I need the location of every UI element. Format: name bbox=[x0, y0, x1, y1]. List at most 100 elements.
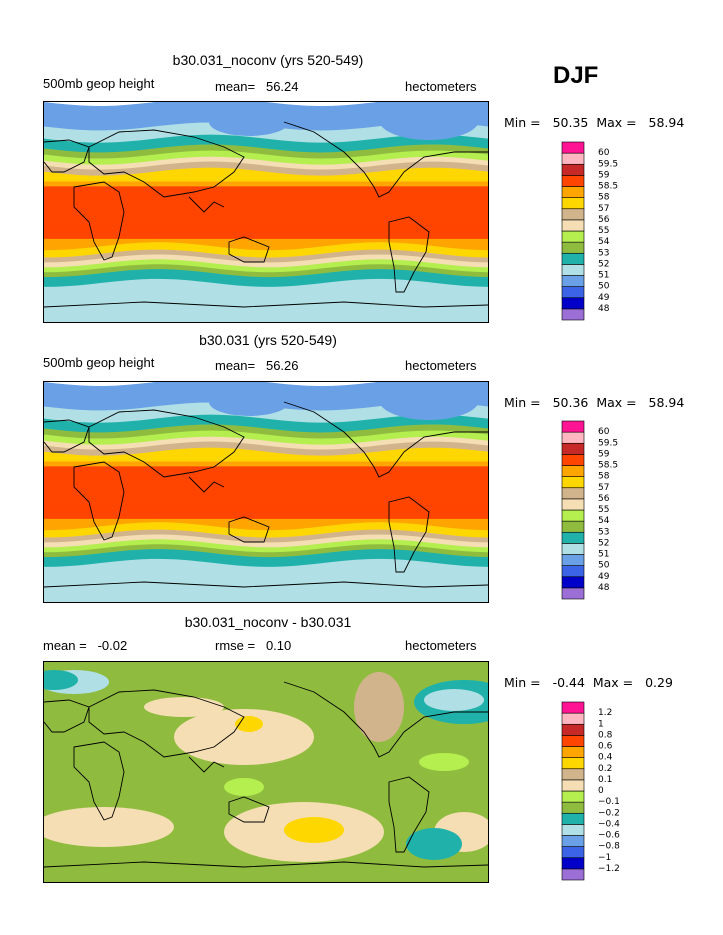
colorbar-swatch bbox=[561, 141, 585, 154]
colorbar-tick-label: 49 bbox=[598, 572, 610, 582]
coastline bbox=[283, 401, 488, 478]
colorbar-swatch bbox=[561, 186, 585, 198]
colorbar-tick-label: 0 bbox=[598, 786, 604, 796]
colorbar-tick-label: 58 bbox=[598, 472, 610, 482]
panel1-left-label: 500mb geop height bbox=[43, 76, 155, 91]
panel2-left-label: 500mb geop height bbox=[43, 355, 155, 370]
colorbar-swatch bbox=[561, 241, 585, 254]
colorbar-tick-label: −0.2 bbox=[598, 808, 620, 818]
colorbar-swatch bbox=[561, 252, 585, 265]
panel1-min-value: 50.35 bbox=[552, 115, 589, 130]
colorbar-swatch bbox=[561, 442, 585, 455]
colorbar-tick-label: 56 bbox=[598, 494, 610, 504]
coastline bbox=[44, 699, 90, 733]
contour-blob bbox=[144, 697, 224, 717]
colorbar-swatch bbox=[561, 152, 585, 165]
coastline bbox=[188, 756, 225, 773]
colorbar-swatch bbox=[561, 746, 585, 758]
colorbar-tick-label: −0.6 bbox=[598, 831, 620, 841]
colorbar-swatch bbox=[561, 476, 585, 489]
colorbar-tick-label: 56 bbox=[598, 215, 610, 225]
colorbar-swatch bbox=[561, 790, 585, 803]
colorbar-tick-label: 57 bbox=[598, 483, 609, 493]
colorbar-swatch bbox=[561, 509, 585, 522]
colorbar-swatch bbox=[561, 723, 585, 736]
coastline bbox=[88, 409, 245, 478]
coastline bbox=[44, 301, 488, 308]
colorbar-tick-label: 57 bbox=[598, 204, 609, 214]
panel1-max-label: Max = bbox=[596, 115, 637, 130]
colorbar-swatch bbox=[561, 857, 585, 870]
colorbar-tick-label: 51 bbox=[598, 550, 609, 560]
contour-blob bbox=[406, 828, 462, 860]
colorbar-tick-label: −1.2 bbox=[598, 864, 620, 874]
coastline bbox=[388, 496, 430, 573]
colorbar-swatch bbox=[561, 520, 585, 533]
colorbar-tick-label: 48 bbox=[598, 304, 610, 314]
coastline bbox=[88, 689, 245, 758]
colorbar-tick-label: 60 bbox=[598, 148, 610, 158]
colorbar-swatch bbox=[561, 208, 585, 221]
colorbar-swatch bbox=[561, 487, 585, 500]
colorbar-tick-label: 59.5 bbox=[598, 438, 618, 448]
panel2-title: b30.031 (yrs 520-549) bbox=[199, 332, 337, 348]
colorbar-swatch bbox=[561, 846, 585, 859]
colorbar-swatch bbox=[561, 812, 585, 825]
panel2-min-value: 50.36 bbox=[552, 395, 589, 410]
coastline bbox=[283, 121, 488, 198]
coastline bbox=[73, 461, 125, 541]
colorbar-tick-label: 50 bbox=[598, 282, 610, 292]
colorbar-tick-label: 53 bbox=[598, 527, 609, 537]
panel3-map bbox=[43, 661, 489, 883]
colorbar-swatch bbox=[561, 543, 585, 555]
contour-blob bbox=[424, 689, 484, 711]
panel3-mean: mean = -0.02 bbox=[43, 638, 127, 653]
season-label: DJF bbox=[553, 62, 599, 89]
panel3-min-label: Min = bbox=[504, 675, 541, 690]
colorbar-swatch bbox=[561, 175, 585, 187]
colorbar-swatch bbox=[561, 431, 585, 444]
panel3-max-value: 0.29 bbox=[645, 675, 673, 690]
panel1-mean: mean= 56.24 bbox=[215, 79, 299, 94]
coastline bbox=[188, 196, 225, 213]
colorbar-tick-label: 60 bbox=[598, 427, 610, 437]
colorbar-swatch bbox=[561, 587, 585, 600]
colorbar-tick-label: 58.5 bbox=[598, 461, 618, 471]
colorbar-swatch bbox=[561, 576, 585, 589]
panel3-minmax: Min = -0.44 Max = 0.29 bbox=[504, 675, 673, 690]
colorbar-swatch bbox=[561, 701, 585, 714]
panel1-max-value: 58.94 bbox=[648, 115, 685, 130]
panel1-units: hectometers bbox=[405, 79, 477, 94]
panel2-minmax: Min = 50.36 Max = 58.94 bbox=[504, 395, 684, 410]
colorbar-swatch bbox=[561, 197, 585, 210]
panel3-colorbar: −1.2−1−0.8−0.6 −0.4−0.2−0.100.10.20.40.6 0… bbox=[561, 701, 620, 881]
panel1-mean-value: 56.24 bbox=[265, 79, 299, 94]
colorbar-tick-label: −0.8 bbox=[598, 842, 620, 852]
panel3-mean-label: mean = bbox=[43, 638, 87, 653]
panel2-max-value: 58.94 bbox=[648, 395, 685, 410]
coastline bbox=[188, 476, 225, 493]
colorbar-tick-label: 50 bbox=[598, 561, 610, 571]
colorbar-swatch bbox=[561, 308, 585, 321]
coastline bbox=[388, 776, 430, 853]
colorbar-tick-label: 54 bbox=[598, 237, 610, 247]
panel3-mean-value: -0.02 bbox=[97, 638, 128, 653]
colorbar-tick-label: 59.5 bbox=[598, 159, 618, 169]
colorbar-tick-label: 1 bbox=[598, 719, 604, 729]
colorbar-tick-label: 55 bbox=[598, 505, 609, 515]
colorbar-tick-label: 58.5 bbox=[598, 182, 618, 192]
colorbar-tick-label: 59 bbox=[598, 449, 610, 459]
panel2-map bbox=[43, 381, 489, 603]
colorbar-tick-label: 1.2 bbox=[598, 708, 612, 718]
colorbar-swatch bbox=[561, 712, 585, 725]
contour-blob bbox=[44, 670, 78, 690]
panel3-max-label: Max = bbox=[592, 675, 634, 690]
contour-blob bbox=[44, 807, 174, 847]
coastline bbox=[73, 181, 125, 261]
panel2-mean: mean= 56.26 bbox=[215, 358, 299, 373]
colorbar-tick-label: −0.1 bbox=[598, 797, 620, 807]
coastline bbox=[283, 681, 488, 758]
colorbar-swatch bbox=[561, 275, 585, 287]
colorbar-swatch bbox=[561, 420, 585, 433]
colorbar-swatch bbox=[561, 531, 585, 544]
